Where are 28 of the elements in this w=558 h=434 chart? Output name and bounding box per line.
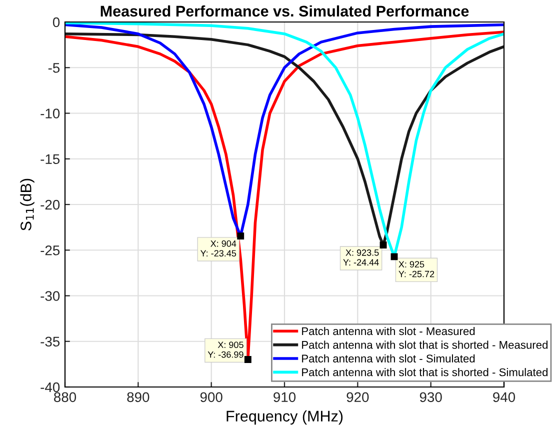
x-tick-label: 880: [54, 392, 76, 402]
y-tick-label: -25: [40, 245, 60, 256]
chart-title: Measured Performance vs. Simulated Performance: [100, 5, 469, 17]
annotation: X: 923.5 Y: -24.44: [343, 249, 379, 266]
x-tick-label: 900: [200, 392, 222, 402]
legend-label: Patch antenna with slot that is shorted - Measured: [302, 340, 548, 349]
x-tick-label: 930: [420, 392, 442, 402]
y-tick-label: -10: [40, 108, 60, 118]
legend-label: Patch antenna with slot that is shorted - Simulated: [302, 368, 548, 376]
y-tick-label: -20: [40, 200, 60, 210]
y-tick-label: -40: [40, 382, 60, 392]
legend-label: Patch antenna with slot - Simulated: [302, 354, 475, 362]
x-tick-label: 890: [127, 392, 150, 402]
y-axis-title: S$_{11}$(dB): [20, 178, 34, 230]
x-tick-label: 910: [274, 392, 296, 402]
x-tick-label: 940: [493, 392, 516, 402]
y-tick-label: -35: [40, 336, 60, 347]
y-tick-label: -30: [40, 291, 60, 301]
y-tick-label: -15: [40, 154, 60, 164]
y-tick-label: 0: [52, 17, 60, 28]
legend-label: Patch antenna with slot - Measured: [302, 326, 475, 336]
x-axis-title: Frequency (MHz): [226, 410, 343, 425]
annotation: X: 904 Y: -23.45: [200, 240, 236, 257]
annotation: X: 905 Y: -36.99: [208, 342, 244, 358]
y-tick-label: -5: [48, 63, 60, 73]
x-tick-label: 920: [346, 392, 369, 402]
point: [380, 242, 387, 248]
annotation: X: 925 Y: -25.72: [398, 261, 434, 278]
